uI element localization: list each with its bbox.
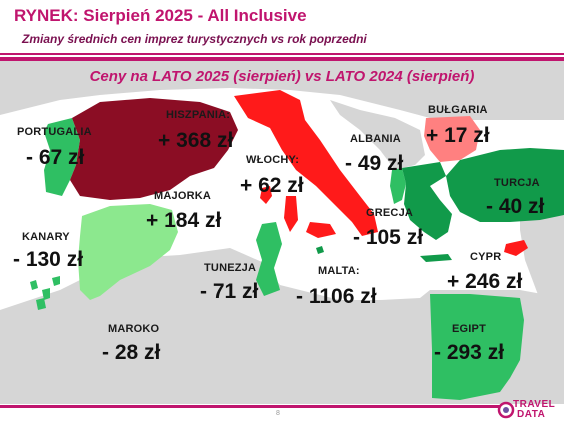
logo-circle-icon xyxy=(497,401,515,419)
slide-subtitle: Zmiany średnich cen imprez turystycznych… xyxy=(22,32,367,46)
region-kanary-1 xyxy=(30,280,38,290)
slide-title: RYNEK: Sierpień 2025 - All Inclusive xyxy=(14,6,307,25)
label-majorka: MAJORKA xyxy=(154,190,212,202)
label-portugalia: PORTUGALIA xyxy=(17,126,92,138)
label-wlochy: WŁOCHY: xyxy=(246,154,300,166)
region-hiszpania xyxy=(70,98,238,200)
value-malta: - 1106 zł xyxy=(296,285,377,308)
value-albania: - 49 zł xyxy=(345,152,404,175)
region-cypr xyxy=(504,240,528,256)
value-grecja: - 105 zł xyxy=(353,226,424,249)
label-malta: MALTA: xyxy=(318,265,360,277)
region-malta xyxy=(316,246,324,254)
region-wlochy-sardinia xyxy=(284,196,298,232)
label-kanary: KANARY xyxy=(22,231,70,243)
region-turcja xyxy=(446,148,564,222)
region-majorka xyxy=(260,186,272,204)
region-wlochy-sicily xyxy=(306,222,336,238)
travel-data-logo: TRAVEL DATA xyxy=(497,398,561,422)
top-rule-thin xyxy=(0,53,564,55)
top-rule-thick xyxy=(0,57,564,61)
label-hiszpania: HISZPANIA: xyxy=(166,109,231,121)
value-bulgaria: + 17 zł xyxy=(426,124,490,147)
label-cypr: CYPR xyxy=(470,251,502,263)
value-egipt: - 293 zł xyxy=(434,341,505,364)
region-tunezja xyxy=(256,222,282,296)
bottom-rule xyxy=(0,405,500,408)
land-europe xyxy=(0,61,564,120)
value-kanary: - 130 zł xyxy=(13,248,84,271)
logo-text-data: DATA xyxy=(517,409,546,420)
value-portugalia: - 67 zł xyxy=(26,146,85,169)
page-number: 8 xyxy=(276,410,280,417)
region-kanary-4 xyxy=(52,276,60,286)
label-grecja: GRECJA xyxy=(366,207,414,219)
value-wlochy: + 62 zł xyxy=(240,174,304,197)
region-portugalia xyxy=(44,118,80,196)
region-kanary-3 xyxy=(36,298,46,310)
region-grecja xyxy=(402,162,452,240)
region-albania xyxy=(390,168,406,204)
label-albania: ALBANIA xyxy=(350,133,401,145)
region-kanary-2 xyxy=(42,288,50,300)
label-tunezja: TUNEZJA xyxy=(204,262,257,274)
region-egipt xyxy=(430,294,524,400)
value-majorka: + 184 zł xyxy=(146,209,222,232)
value-hiszpania: + 368 zł xyxy=(158,129,234,152)
label-turcja: TURCJA xyxy=(494,177,540,189)
value-cypr: + 246 zł xyxy=(447,270,523,293)
mediterranean-map xyxy=(0,61,564,404)
region-grecja-crete xyxy=(420,254,452,262)
value-maroko: - 28 zł xyxy=(102,341,161,364)
label-bulgaria: BUŁGARIA xyxy=(428,104,488,116)
land-balkans xyxy=(330,100,425,170)
region-wlochy xyxy=(234,90,378,236)
land-north-africa xyxy=(0,248,564,404)
map-heading: Ceny na LATO 2025 (sierpień) vs LATO 202… xyxy=(89,68,475,85)
label-egipt: EGIPT xyxy=(452,323,487,335)
label-maroko: MAROKO xyxy=(108,323,160,335)
value-turcja: - 40 zł xyxy=(486,195,545,218)
region-bulgaria xyxy=(424,116,480,162)
value-tunezja: - 71 zł xyxy=(200,280,259,303)
logo-text-travel: TRAVEL xyxy=(513,399,556,410)
region-maroko xyxy=(78,204,178,300)
